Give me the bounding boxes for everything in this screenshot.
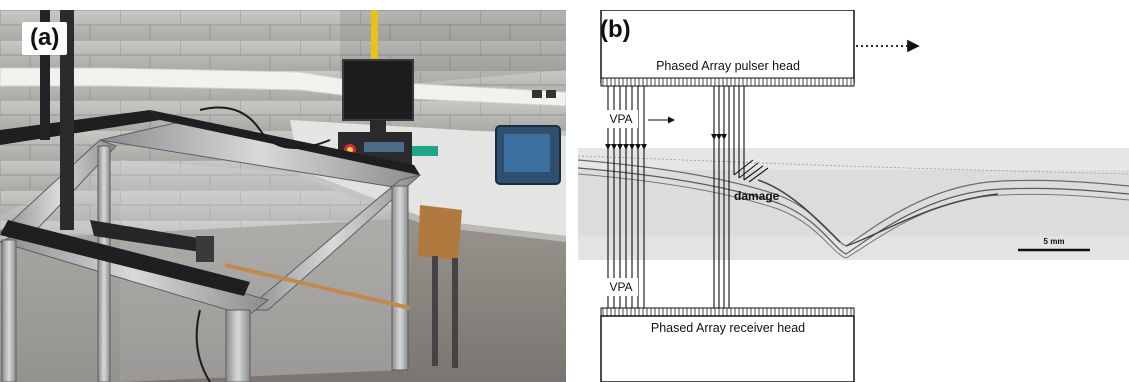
lab-setup-photo — [0, 10, 566, 382]
vpa-label-bottom: VPA — [609, 280, 632, 294]
photo-panel-a: (a) — [0, 10, 566, 382]
z-axis-column — [60, 10, 74, 230]
vpa-beam-right — [713, 86, 745, 308]
receiver-head — [600, 315, 855, 382]
pulser-head — [600, 10, 855, 83]
yellow-pipe — [371, 10, 378, 72]
water-tank — [120, 160, 400, 382]
deflected-beams — [733, 159, 769, 183]
diagram-panel-b: Phased Array pulser head Phased Array re… — [578, 10, 1129, 382]
panel-label-b: (b) — [600, 16, 631, 43]
frame-rail-right — [244, 174, 421, 311]
gantry-beam-front — [0, 220, 250, 296]
damage-label: damage — [734, 189, 780, 203]
inspection-schematic: Phased Array pulser head Phased Array re… — [578, 10, 1129, 382]
receiver-head-label: Phased Array receiver head — [651, 321, 805, 335]
pulser-head-label: Phased Array pulser head — [656, 59, 800, 73]
scale-bar-label: 5 mm — [1044, 237, 1065, 246]
scanner-arm — [90, 220, 214, 254]
chair — [418, 205, 462, 260]
monitor — [342, 59, 414, 121]
vpa-label-top: VPA — [609, 112, 632, 126]
panel-label-a: (a) — [22, 22, 68, 55]
